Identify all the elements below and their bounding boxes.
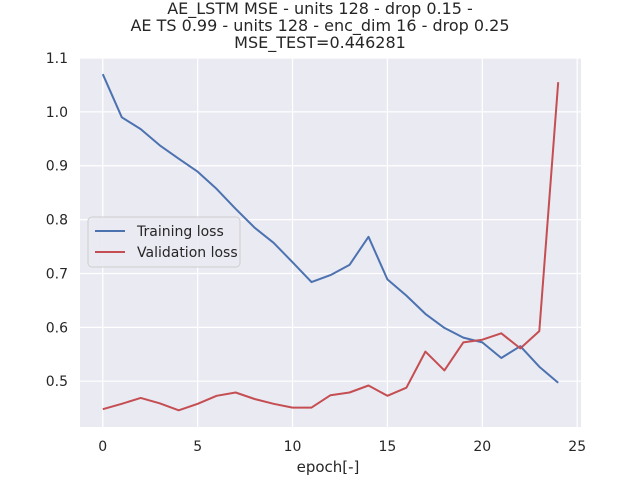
legend: Training loss Validation loss	[87, 216, 241, 268]
legend-box	[87, 216, 241, 268]
x-tick-label: 5	[193, 439, 202, 455]
y-tick-label: 0.9	[46, 159, 68, 175]
y-tick-label: 1.1	[46, 51, 68, 67]
series-lines	[101, 73, 560, 412]
chart-title-line-1: AE_LSTM MSE - units 128 - drop 0.15 -	[167, 0, 473, 18]
y-tick-label: 0.6	[46, 320, 68, 336]
x-tick-label: 25	[568, 439, 586, 455]
validation-loss-line	[102, 82, 560, 412]
x-tick-labels: 0 5 10 15 20 25	[98, 439, 586, 455]
x-axis-label: epoch[-]	[297, 458, 360, 476]
y-tick-label: 0.8	[46, 213, 68, 229]
y-tick-label: 1.0	[46, 105, 68, 121]
y-tick-labels: 0.5 0.6 0.7 0.8 0.9 1.0 1.1	[46, 51, 68, 390]
training-loss-line	[101, 73, 559, 384]
chart-title-line-3: MSE_TEST=0.446281	[234, 33, 406, 52]
x-tick-label: 0	[98, 439, 107, 455]
y-tick-label: 0.5	[46, 374, 68, 390]
y-tick-label: 0.7	[46, 266, 68, 282]
x-tick-label: 15	[379, 439, 397, 455]
x-tick-label: 20	[473, 439, 491, 455]
legend-label-training: Training loss	[136, 224, 224, 240]
x-tick-label: 10	[284, 439, 302, 455]
chart-title-line-2: AE TS 0.99 - units 128 - enc_dim 16 - dr…	[130, 16, 510, 35]
legend-label-validation: Validation loss	[137, 245, 238, 261]
